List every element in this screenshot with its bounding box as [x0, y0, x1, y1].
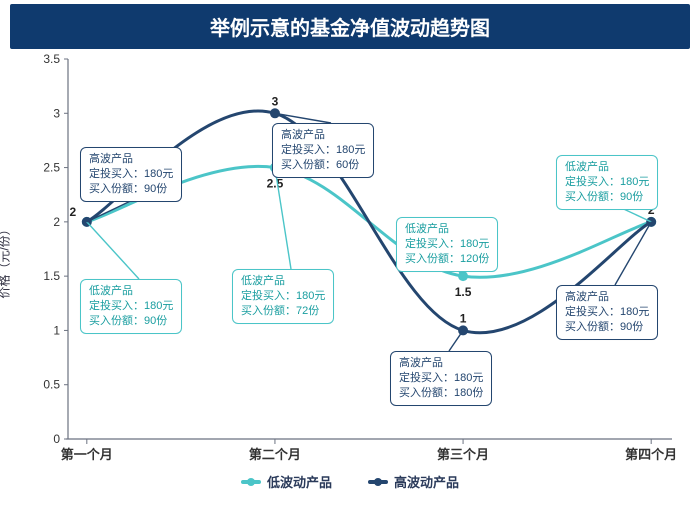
- callout-low-2: 低波产品定投买入：180元买入份额：120份: [396, 217, 498, 272]
- svg-text:3.5: 3.5: [43, 52, 60, 66]
- svg-text:1.5: 1.5: [455, 285, 472, 299]
- legend-swatch-high: [368, 480, 388, 484]
- svg-text:0: 0: [53, 432, 60, 446]
- y-axis-label: 价格（元/份）: [0, 223, 13, 298]
- svg-text:1.5: 1.5: [43, 269, 60, 283]
- svg-text:2: 2: [69, 205, 76, 219]
- legend-label-low: 低波动产品: [267, 472, 332, 491]
- legend-swatch-low: [241, 480, 261, 484]
- svg-text:第二个月: 第二个月: [249, 447, 301, 462]
- chart-title: 举例示意的基金净值波动趋势图: [10, 4, 690, 49]
- svg-text:2.5: 2.5: [267, 177, 284, 191]
- line-chart: 0 0.5 1 1.5 2 2.5 3 3.5 第一个月 第二个月 第三个月 第四个月 2 2.5 3 1.5…: [10, 51, 690, 465]
- callout-high-0: 高波产品定投买入：180元买入份额：90份: [80, 147, 182, 202]
- svg-text:3: 3: [53, 106, 60, 120]
- svg-text:2.5: 2.5: [43, 161, 60, 175]
- svg-text:第一个月: 第一个月: [61, 447, 113, 462]
- callout-leader-high-2: [449, 330, 463, 351]
- svg-text:1: 1: [53, 323, 60, 337]
- callout-low-0: 低波产品定投买入：180元买入份额：90份: [80, 279, 182, 334]
- callout-high-2: 高波产品定投买入：180元买入份额：180份: [390, 351, 492, 406]
- legend-item-high: 高波动产品: [368, 472, 459, 491]
- chart-area: 价格（元/份） 00.511.522.533.5第一个月第二个月第三个月第四个月…: [10, 51, 690, 470]
- callout-leader-high-3: [615, 222, 651, 285]
- svg-text:0.5: 0.5: [43, 378, 60, 392]
- legend: 低波动产品 高波动产品: [10, 472, 690, 491]
- legend-item-low: 低波动产品: [241, 472, 332, 491]
- callout-high-1: 高波产品定投买入：180元买入份额：60份: [272, 123, 374, 178]
- svg-text:1: 1: [460, 311, 467, 325]
- callout-high-3: 高波产品定投买入：180元买入份额：90份: [556, 285, 658, 340]
- svg-text:第三个月: 第三个月: [437, 447, 489, 462]
- legend-label-high: 高波动产品: [394, 472, 459, 491]
- callout-low-3: 低波产品定投买入：180元买入份额：90份: [556, 155, 658, 210]
- svg-text:2: 2: [53, 215, 60, 229]
- chart-frame: 举例示意的基金净值波动趋势图 价格（元/份） 0 0.5 1 1.5 2 2.5 3 3.5 第…: [0, 0, 700, 510]
- callout-low-1: 低波产品定投买入：180元买入份额：72份: [232, 269, 334, 324]
- svg-text:3: 3: [272, 94, 279, 108]
- svg-text:第四个月: 第四个月: [625, 447, 677, 462]
- callout-leader-low-0: [87, 222, 139, 279]
